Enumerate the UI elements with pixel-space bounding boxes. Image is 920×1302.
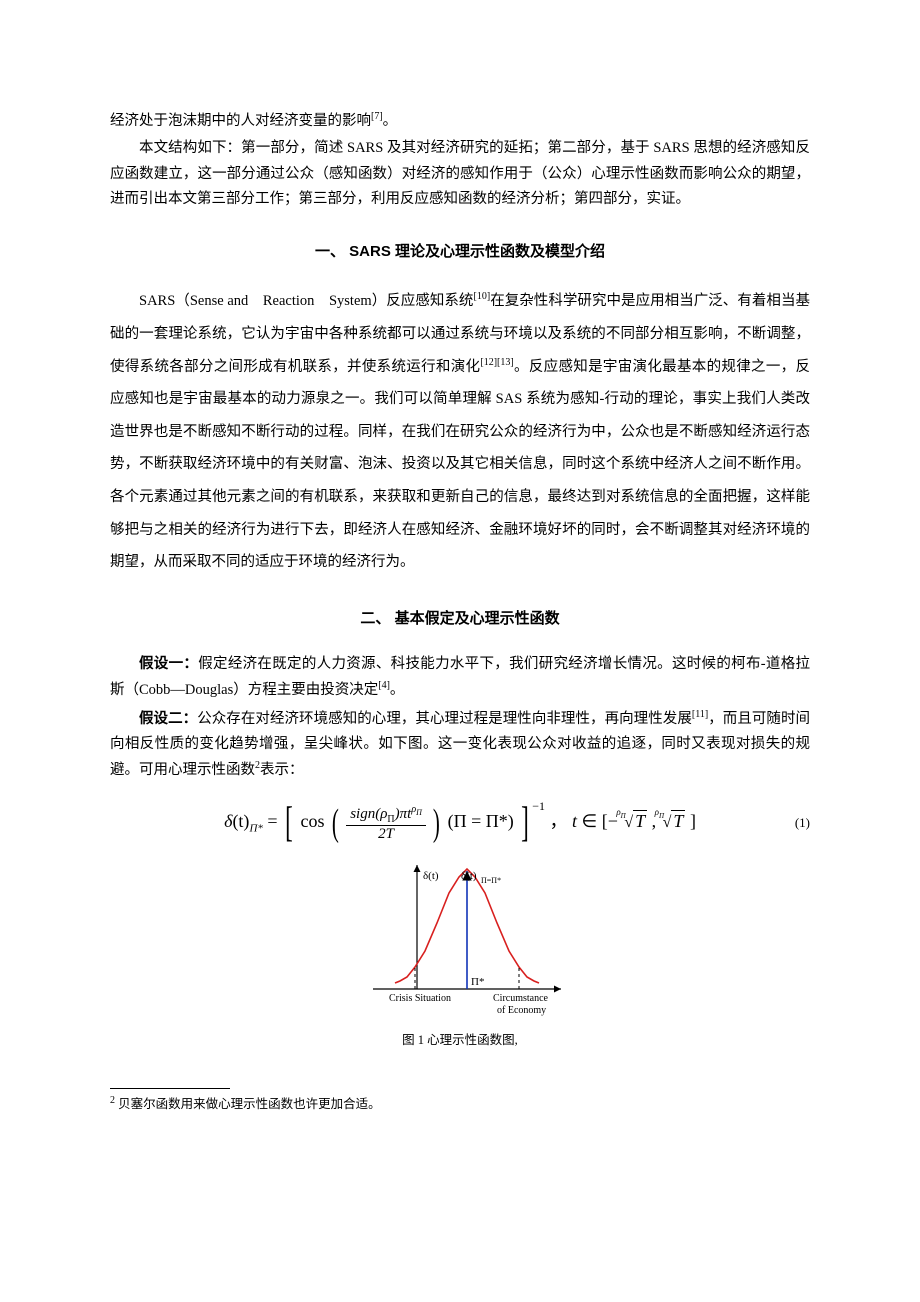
figure-1-svg: δ(t) δ(t) Π=Π* Π* Crisis Situation Circumstan… — [345, 855, 575, 1023]
eq-cos: cos — [301, 811, 325, 831]
assump1-label: 假设一： — [139, 656, 198, 672]
p1-ref: [7] — [371, 111, 383, 122]
eq-exponent: −1 — [532, 799, 545, 813]
assump2-body3: 表示： — [260, 762, 304, 778]
heading-1: 一、 SARS 理论及心理示性函数及模型介绍 — [110, 240, 810, 261]
figure-1: δ(t) δ(t) Π=Π* Π* Crisis Situation Circumstan… — [110, 855, 810, 1048]
eq-root-right: ρΠ√T — [661, 811, 686, 832]
assumption-2: 假设二：公众存在对经济环境感知的心理，其心理过程是理性向非理性，再向理性发展[1… — [110, 706, 810, 784]
assump1-ref: [4] — [378, 680, 390, 691]
sec1-ref2: [12][13] — [480, 357, 513, 368]
assump1-body: 假定经济在既定的人力资源、科技能力水平下，我们研究经济增长情况。这时候的柯布-道… — [110, 656, 810, 698]
svg-text:Circumstance: Circumstance — [493, 993, 549, 1004]
eq-root-left: ρΠ√T — [622, 811, 647, 832]
svg-text:δ(t): δ(t) — [423, 870, 439, 882]
svg-text:Crisis Situation: Crisis Situation — [389, 993, 451, 1004]
p1-text: 经济处于泡沫期中的人对经济变量的影响 — [110, 113, 371, 129]
sec1-ref1: [10] — [473, 292, 490, 303]
assump2-body: 公众存在对经济环境感知的心理，其心理过程是理性向非理性，再向理性发展 — [197, 710, 692, 726]
p1-tail: 。 — [383, 113, 398, 129]
eq-rparen-inner: ) — [433, 801, 440, 845]
equation-number: (1) — [795, 815, 810, 831]
assump2-ref: [11] — [692, 709, 708, 720]
equation-expr: δ(t)Π* = [ cos ( sign(ρΠ)πtρΠ 2T ) (Π = … — [224, 799, 696, 847]
eq-frac-num: sign(ρΠ)πtρΠ — [346, 804, 426, 826]
structure-paragraph: 本文结构如下：第一部分，简述 SARS 及其对经济研究的延拓；第二部分，基于 S… — [110, 136, 810, 212]
eq-rbracket-outer: ] — [521, 799, 529, 847]
svg-text:of Economy: of Economy — [497, 1005, 546, 1016]
svg-text:Π=Π*: Π=Π* — [481, 876, 501, 885]
assump1-tail: 。 — [390, 682, 405, 698]
footnote-2: 2 贝塞尔函数用来做心理示性函数也许更加合适。 — [110, 1093, 810, 1114]
assumption-1: 假设一：假定经济在既定的人力资源、科技能力水平下，我们研究经济增长情况。这时候的… — [110, 652, 810, 704]
eq-frac-den: 2T — [346, 826, 426, 843]
eq-comma: ， — [550, 811, 573, 831]
assump2-label: 假设二： — [139, 710, 197, 726]
opening-line: 经济处于泡沫期中的人对经济变量的影响[7]。 — [110, 108, 810, 134]
eq-lhs-t: (t) — [232, 811, 249, 831]
footnote-2-text: 贝塞尔函数用来做心理示性函数也许更加合适。 — [115, 1097, 381, 1111]
footnote-separator — [110, 1088, 230, 1089]
sec1-lead: SARS（Sense and Reaction System）反应感知系统 — [139, 293, 473, 309]
section1-paragraph: SARS（Sense and Reaction System）反应感知系统[10… — [110, 285, 810, 579]
sec1-body2: 。反应感知是宇宙演化最基本的规律之一，反应感知也是宇宙最基本的动力源泉之一。我们… — [110, 359, 810, 571]
eq-lparen-inner: ( — [332, 801, 339, 845]
eq-equals: = — [267, 811, 282, 831]
eq-lbracket-outer: [ — [285, 799, 293, 847]
equation-1: δ(t)Π* = [ cos ( sign(ρΠ)πtρΠ 2T ) (Π = … — [110, 799, 810, 847]
svg-text:Π*: Π* — [471, 976, 484, 988]
figure-1-caption: 图 1 心理示性函数图, — [110, 1029, 810, 1048]
eq-lhs-sub: Π* — [249, 823, 262, 835]
eq-fraction: sign(ρΠ)πtρΠ 2T — [346, 804, 426, 843]
svg-text:δ(t): δ(t) — [461, 870, 477, 882]
eq-domain-lead: t ∈ [− — [572, 811, 618, 831]
eq-domain-end: ] — [690, 811, 696, 831]
heading-2: 二、 基本假定及心理示性函数 — [110, 607, 810, 628]
eq-tail: (Π = Π*) — [448, 811, 514, 831]
